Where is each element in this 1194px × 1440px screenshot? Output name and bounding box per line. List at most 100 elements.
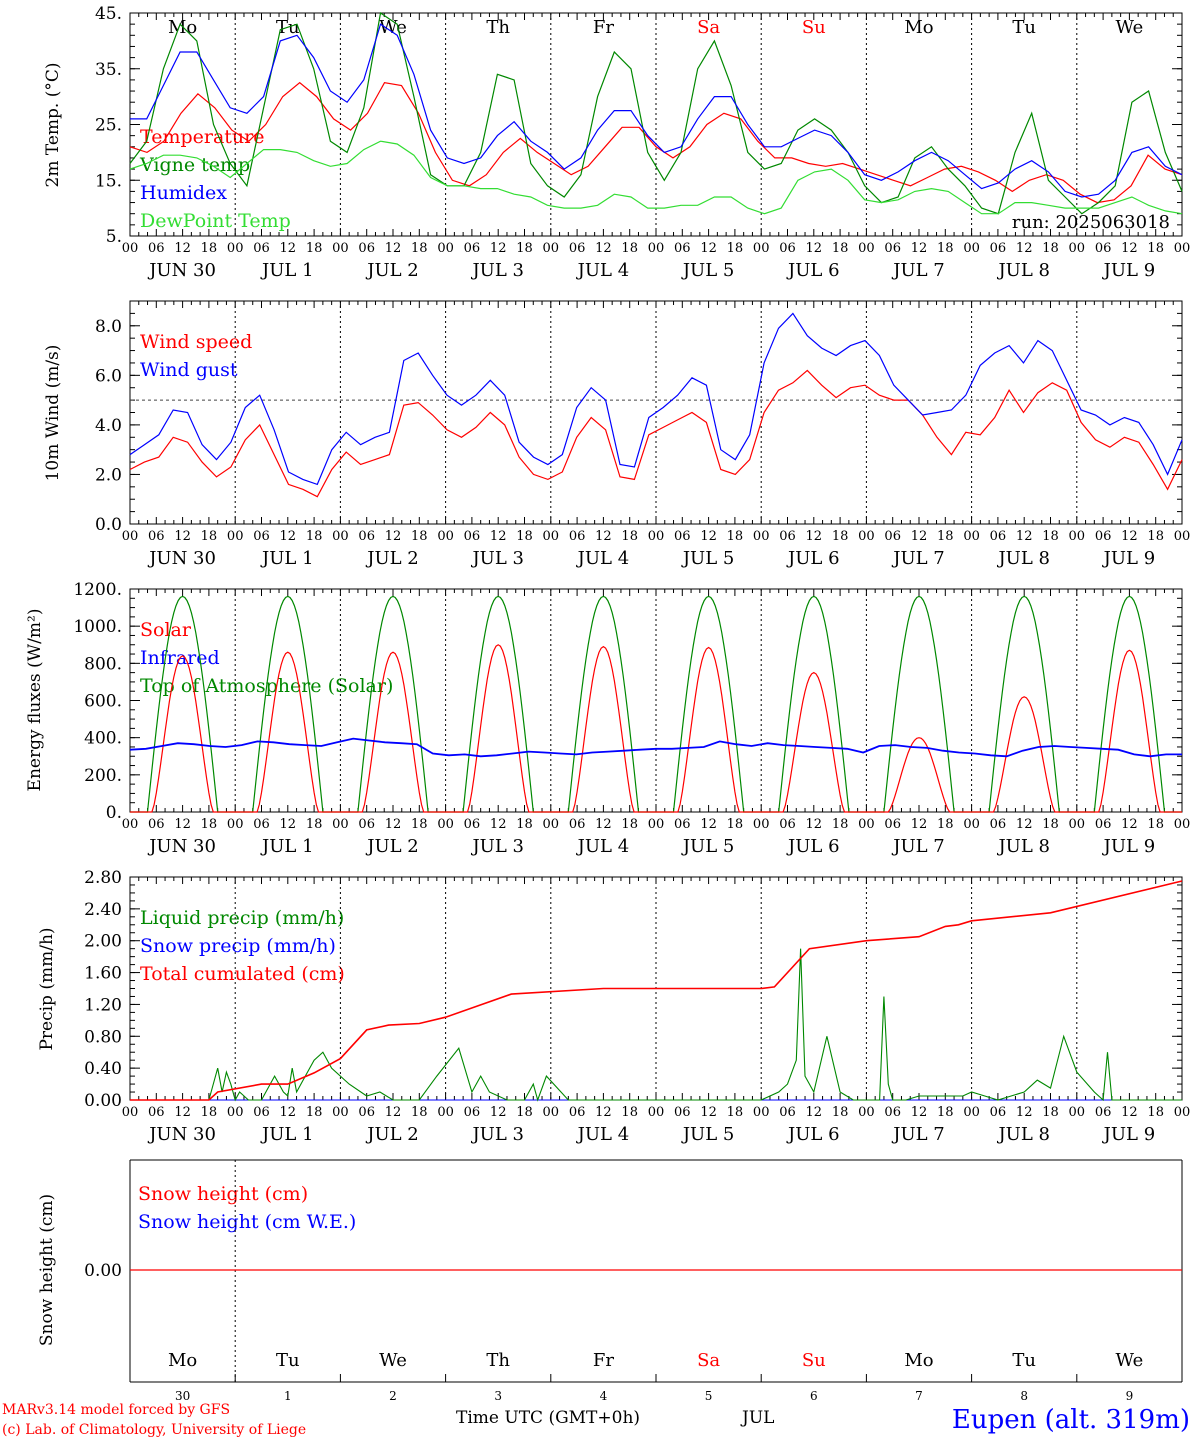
legend-snow-height: Snow height (cm) bbox=[138, 1183, 308, 1205]
hour-tick-label: 06 bbox=[884, 529, 901, 544]
day-number-bottom: 9 bbox=[1126, 1389, 1134, 1403]
hour-tick-label: 06 bbox=[464, 817, 481, 832]
y-tick-label: 2.00 bbox=[84, 932, 122, 952]
hour-tick-label: 12 bbox=[1016, 1105, 1033, 1120]
hour-tick-label: 00 bbox=[543, 529, 560, 544]
legend-wind-gust: Wind gust bbox=[140, 359, 238, 381]
date-label: JUL 9 bbox=[1102, 548, 1156, 569]
credit-line-1: MARv3.14 model forced by GFS bbox=[2, 1402, 230, 1418]
hour-tick-label: 00 bbox=[963, 817, 980, 832]
y-tick-label: 5. bbox=[106, 227, 122, 247]
day-name-bottom: Mo bbox=[168, 1350, 197, 1371]
hour-tick-label: 18 bbox=[727, 241, 744, 256]
hour-tick-label: 18 bbox=[832, 241, 849, 256]
y-tick-label: 0. bbox=[106, 803, 122, 823]
hour-tick-label: 00 bbox=[1174, 241, 1191, 256]
hour-tick-label: 12 bbox=[1121, 241, 1138, 256]
hour-tick-label: 18 bbox=[727, 1105, 744, 1120]
hour-tick-label: 06 bbox=[148, 817, 165, 832]
hour-tick-label: 00 bbox=[543, 1105, 560, 1120]
hour-tick-label: 00 bbox=[753, 1105, 770, 1120]
hour-tick-label: 00 bbox=[437, 817, 454, 832]
hour-tick-label: 00 bbox=[122, 1105, 139, 1120]
day-name-bottom: We bbox=[1116, 1350, 1144, 1371]
hour-tick-label: 18 bbox=[411, 817, 428, 832]
panel-precip: Precip (mm/h) Liquid precip (mm/h) Snow … bbox=[37, 876, 1183, 1101]
day-name-bottom: Fr bbox=[593, 1350, 614, 1371]
hour-tick-label: 18 bbox=[201, 1105, 218, 1120]
y-tick-label: 2.40 bbox=[84, 900, 122, 920]
hour-tick-label: 00 bbox=[1069, 529, 1086, 544]
date-label: JUL 4 bbox=[576, 1124, 630, 1145]
hour-tick-label: 00 bbox=[963, 241, 980, 256]
date-label: JUL 7 bbox=[891, 1124, 945, 1145]
energy-ylabel: Energy fluxes (W/m²) bbox=[25, 609, 45, 792]
date-label: JUL 1 bbox=[260, 836, 314, 857]
y-tick-label: 45. bbox=[95, 4, 122, 24]
day-name-bottom: Mo bbox=[904, 1350, 933, 1371]
date-label: JUL 7 bbox=[891, 548, 945, 569]
legend-snow-height-we: Snow height (cm W.E.) bbox=[138, 1211, 356, 1233]
hour-tick-label: 12 bbox=[911, 241, 928, 256]
hour-tick-label: 06 bbox=[674, 1105, 691, 1120]
hour-tick-label: 12 bbox=[280, 1105, 297, 1120]
series-line-wind-gust bbox=[129, 312, 1183, 486]
y-tick-label: 6.0 bbox=[95, 366, 122, 386]
day-name-bottom: Tu bbox=[276, 1350, 300, 1371]
series-line-wind-speed bbox=[129, 369, 1183, 498]
hour-tick-label: 06 bbox=[253, 1105, 270, 1120]
series-line-humidex bbox=[130, 23, 1183, 198]
station-label: Eupen (alt. 319m) bbox=[952, 1405, 1190, 1435]
hour-tick-label: 06 bbox=[464, 241, 481, 256]
date-label: JUL 6 bbox=[786, 1124, 840, 1145]
run-annotation: run: 2025063018 bbox=[1012, 212, 1170, 233]
hour-tick-label: 06 bbox=[990, 1105, 1007, 1120]
hour-tick-label: 18 bbox=[201, 529, 218, 544]
hour-tick-label: 00 bbox=[858, 241, 875, 256]
hour-tick-label: 18 bbox=[1147, 1105, 1164, 1120]
y-tick-label: 0.00 bbox=[84, 1091, 122, 1111]
hour-tick-label: 18 bbox=[937, 1105, 954, 1120]
hour-tick-label: 06 bbox=[569, 241, 586, 256]
hour-tick-label: 18 bbox=[937, 529, 954, 544]
date-label: JUL 2 bbox=[365, 1124, 419, 1145]
day-name-top: We bbox=[379, 17, 407, 38]
panel-wind: 10m Wind (m/s) Wind speed Wind gust bbox=[43, 300, 1183, 525]
date-label: JUL 1 bbox=[260, 548, 314, 569]
hour-tick-label: 12 bbox=[1016, 241, 1033, 256]
hour-tick-label: 18 bbox=[411, 1105, 428, 1120]
date-label: JUL 1 bbox=[260, 1124, 314, 1145]
y-tick-label: 400. bbox=[84, 729, 122, 749]
series-line-temperature bbox=[129, 81, 1183, 204]
day-name-top: Mo bbox=[904, 17, 933, 38]
hour-tick-label: 12 bbox=[280, 241, 297, 256]
temperature-ylabel: 2m Temp. (°C) bbox=[43, 62, 63, 187]
day-number-bottom: 30 bbox=[175, 1389, 190, 1403]
series-line-solar bbox=[130, 644, 1182, 813]
day-name-top: Sa bbox=[697, 17, 720, 38]
date-label: JUN 30 bbox=[147, 260, 216, 281]
series-line-dewpoint-temp bbox=[129, 140, 1183, 215]
panel-temperature: 2m Temp. (°C) Temperature Vigne temp Hum… bbox=[43, 12, 1183, 237]
date-label: JUL 9 bbox=[1102, 1124, 1156, 1145]
legend-total-cumulated: Total cumulated (cm) bbox=[140, 963, 345, 985]
y-tick-label: 0.80 bbox=[84, 1027, 122, 1047]
y-tick-label: 35. bbox=[95, 60, 122, 80]
hour-tick-label: 00 bbox=[437, 241, 454, 256]
hour-tick-label: 06 bbox=[464, 529, 481, 544]
hour-tick-label: 18 bbox=[306, 817, 323, 832]
hour-tick-label: 06 bbox=[253, 241, 270, 256]
hour-tick-label: 00 bbox=[1174, 817, 1191, 832]
hour-tick-label: 00 bbox=[1069, 817, 1086, 832]
hour-tick-label: 18 bbox=[411, 241, 428, 256]
hour-tick-label: 00 bbox=[332, 529, 349, 544]
date-label: JUL 5 bbox=[681, 260, 735, 281]
hour-tick-label: 18 bbox=[516, 529, 533, 544]
hour-tick-label: 12 bbox=[174, 241, 191, 256]
hour-tick-label: 12 bbox=[806, 1105, 823, 1120]
precip-ylabel: Precip (mm/h) bbox=[37, 927, 57, 1050]
hour-tick-label: 12 bbox=[911, 817, 928, 832]
hour-tick-label: 18 bbox=[1042, 817, 1059, 832]
hour-tick-label: 12 bbox=[911, 529, 928, 544]
day-number-bottom: 5 bbox=[705, 1389, 713, 1403]
